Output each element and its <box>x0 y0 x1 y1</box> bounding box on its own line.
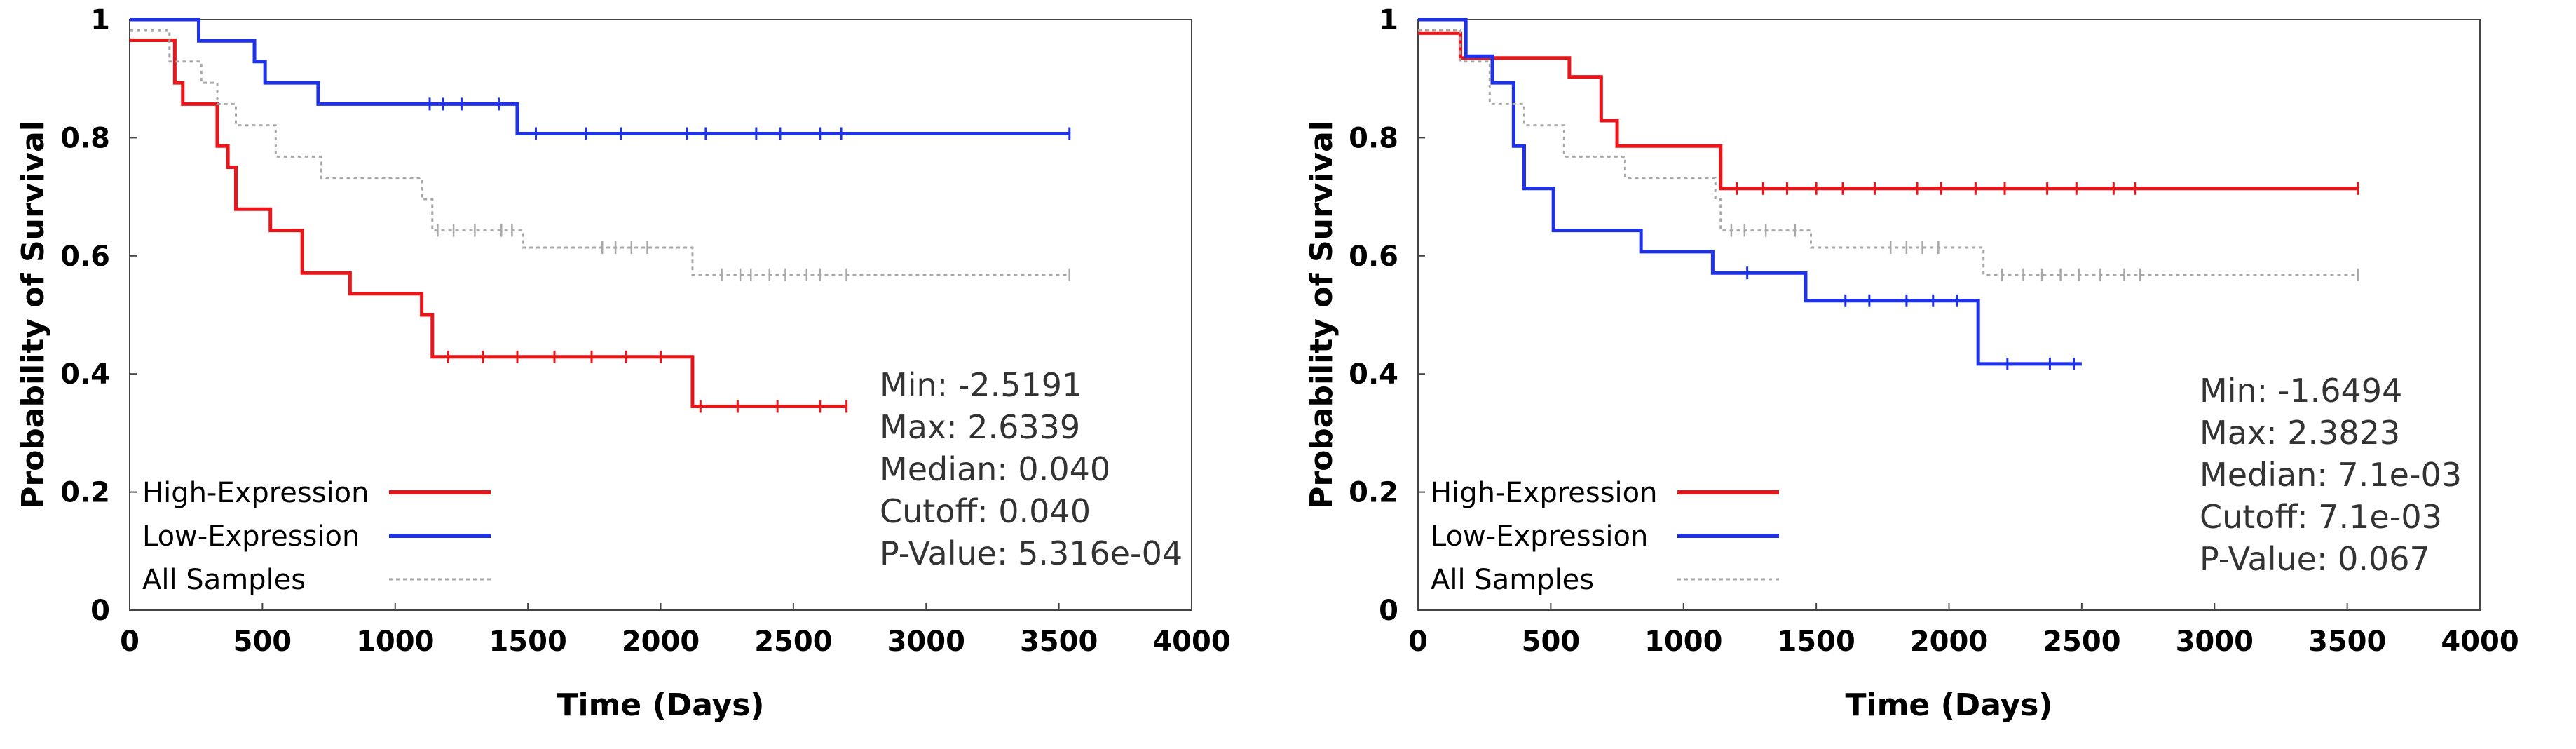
km-plot-right: 0 500 1000 1500 2000 2500 3000 3500 4000 0 0.2 0.4 0… <box>1304 4 2519 723</box>
y-tick-label: 1 <box>1379 4 1398 36</box>
x-tick-label: 1500 <box>489 626 566 658</box>
y-tick-label: 0 <box>90 595 110 627</box>
stat-line: Min: -1.6494 <box>2200 372 2402 410</box>
series-high-expression <box>130 38 848 413</box>
legend-label-all-samples: All Samples <box>142 564 306 596</box>
legend-label-high-expression: High-Expression <box>1431 477 1658 509</box>
stat-line: Cutoff: 0.040 <box>880 492 1091 530</box>
x-tick-label: 2000 <box>1910 626 1988 658</box>
x-tick-label: 4000 <box>1152 626 1230 658</box>
series-low-expression <box>1418 18 2082 370</box>
x-tick-label: 1000 <box>1644 626 1722 658</box>
x-tick-label: 0 <box>1408 626 1428 658</box>
x-tick-label: 500 <box>1522 626 1581 658</box>
x-tick-label: 3500 <box>2308 626 2386 658</box>
stat-line: Median: 7.1e-03 <box>2200 456 2462 494</box>
legend-label-high-expression: High-Expression <box>142 477 369 509</box>
stat-line: Max: 2.6339 <box>880 408 1080 446</box>
x-tick-label: 2500 <box>2043 626 2120 658</box>
y-tick-label: 1 <box>90 4 110 36</box>
stats-box: Min: -2.5191 Max: 2.6339 Median: 0.040 Cuto… <box>880 366 1183 572</box>
survival-curve-high-expression <box>130 38 847 409</box>
legend: High-Expression Low-Expression All Samples <box>142 477 491 596</box>
y-tick-label: 0.6 <box>1349 241 1398 273</box>
survival-curve-low-expression <box>130 18 1070 136</box>
series-high-expression <box>1418 31 2359 195</box>
survival-curve-low-expression <box>1418 18 2082 366</box>
y-tick-label: 0.4 <box>60 358 110 391</box>
survival-curve-high-expression <box>1418 31 2358 191</box>
series-all-samples <box>130 29 1071 281</box>
survival-curve-all-samples <box>130 29 1070 276</box>
series-all-samples <box>1418 29 2359 281</box>
km-plot-left: 0 500 1000 1500 2000 2500 3000 3500 4000 0 0.2 0.4 0… <box>15 4 1231 723</box>
legend-label-all-samples: All Samples <box>1431 564 1594 596</box>
x-axis-title: Time (Days) <box>1845 687 2052 723</box>
y-tick-label: 0.6 <box>60 241 110 273</box>
stat-line: Min: -2.5191 <box>880 366 1082 404</box>
y-tick-label: 0.4 <box>1349 358 1398 391</box>
x-tick-label: 0 <box>120 626 139 658</box>
stats-box: Min: -1.6494 Max: 2.3823 Median: 7.1e-03 Cu… <box>2200 372 2462 578</box>
stat-line: P-Value: 0.067 <box>2200 540 2430 578</box>
km-chart-left: 0 500 1000 1500 2000 2500 3000 3500 4000 0 0.2 0.4 0… <box>15 4 1231 723</box>
y-axis-title: Probability of Survival <box>1304 121 1340 509</box>
stat-line: Max: 2.3823 <box>2200 414 2400 452</box>
stat-line: Median: 0.040 <box>880 450 1110 488</box>
stat-line: Cutoff: 7.1e-03 <box>2200 498 2442 536</box>
legend: High-Expression Low-Expression All Samples <box>1431 477 1779 596</box>
y-tick-label: 0.2 <box>1349 477 1398 509</box>
x-tick-label: 4000 <box>2441 626 2519 658</box>
x-tick-label: 1500 <box>1777 626 1855 658</box>
km-chart-right: 0 500 1000 1500 2000 2500 3000 3500 4000 0 0.2 0.4 0… <box>1288 0 2576 749</box>
x-tick-label: 3000 <box>887 626 965 658</box>
x-tick-label: 3000 <box>2176 626 2254 658</box>
x-tick-label: 500 <box>233 626 292 658</box>
legend-label-low-expression: Low-Expression <box>142 520 360 553</box>
y-tick-label: 0.8 <box>1349 122 1398 154</box>
stat-line: P-Value: 5.316e-04 <box>880 534 1183 572</box>
x-tick-label: 3500 <box>1020 626 1098 658</box>
x-axis-title: Time (Days) <box>557 687 764 723</box>
survival-curve-all-samples <box>1418 29 2358 276</box>
y-tick-label: 0.2 <box>60 477 110 509</box>
x-tick-label: 2000 <box>622 626 700 658</box>
y-tick-label: 0.8 <box>60 122 110 154</box>
x-tick-label: 2500 <box>754 626 832 658</box>
series-low-expression <box>130 18 1071 140</box>
legend-label-low-expression: Low-Expression <box>1431 520 1648 553</box>
y-axis-title: Probability of Survival <box>15 121 51 509</box>
x-tick-label: 1000 <box>356 626 434 658</box>
y-tick-label: 0 <box>1379 595 1398 627</box>
